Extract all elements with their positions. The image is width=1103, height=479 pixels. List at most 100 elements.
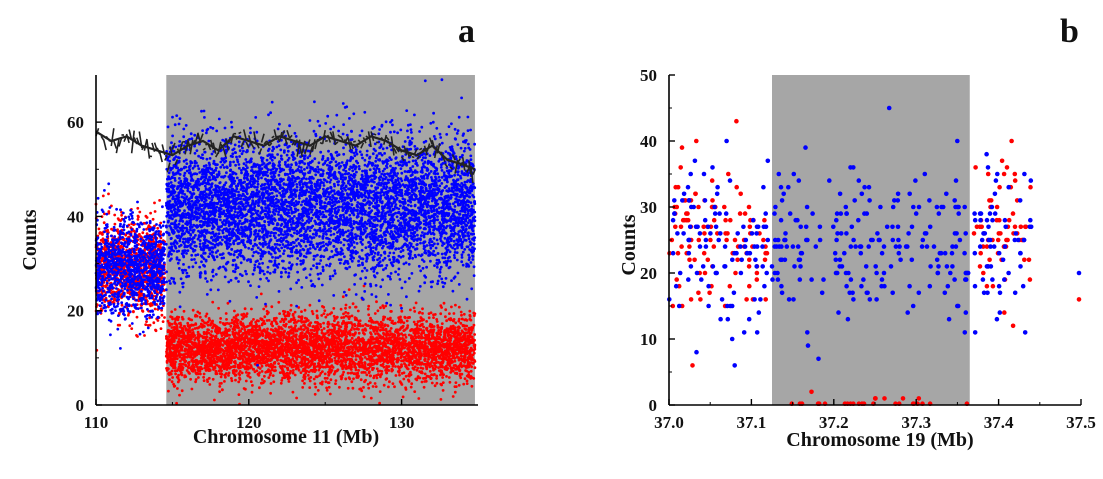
panel-a-point — [441, 381, 445, 384]
panel-a-point — [450, 366, 454, 370]
panel-a-point — [437, 345, 441, 349]
panel-a-point — [460, 329, 464, 333]
panel-a-point — [378, 401, 381, 405]
panel-a-point — [285, 374, 289, 378]
panel-a-point — [230, 377, 233, 380]
panel-a-point — [334, 379, 338, 382]
panel-a-point — [339, 307, 343, 311]
panel-a-point — [332, 314, 336, 318]
panel-a-point — [248, 366, 252, 370]
panel-a-point — [236, 341, 240, 345]
panel-a-point — [387, 385, 390, 389]
panel-a-point — [361, 324, 365, 328]
panel-a-point — [404, 335, 408, 339]
panel-a-point — [329, 354, 333, 358]
panel-a-point — [370, 349, 374, 352]
panel-a-point — [428, 369, 432, 373]
panel-a-point — [367, 386, 371, 390]
panel-a-point — [170, 310, 174, 314]
panel-a-point — [213, 352, 217, 356]
panel-a-point — [141, 231, 145, 235]
panel-a-point — [427, 316, 431, 320]
panel-a-point — [124, 233, 128, 237]
panel-a-point — [424, 365, 428, 368]
panel-a-point — [344, 303, 348, 307]
panel-a-point — [363, 356, 367, 359]
panel-a-point — [256, 349, 260, 352]
panel-a-point — [423, 358, 426, 362]
panel-a-point — [103, 212, 106, 216]
panel-a-point — [252, 318, 255, 321]
panel-a-point — [291, 354, 295, 358]
panel-a-point — [289, 303, 293, 307]
panel-a-point — [470, 384, 474, 388]
panel-a-point — [322, 321, 325, 325]
panel-a-point — [298, 341, 302, 345]
panel-a-point — [181, 317, 185, 321]
panel-a-point — [279, 333, 283, 337]
panel-a-point — [100, 259, 104, 262]
panel-a-point — [166, 330, 170, 334]
panel-a-point — [204, 369, 208, 372]
panel-a-point — [156, 226, 160, 230]
panel-a-point — [402, 355, 406, 359]
panel-a-point — [321, 305, 324, 308]
panel-a-point — [165, 369, 169, 372]
panel-a-point — [153, 307, 157, 311]
panel-a-point — [166, 343, 170, 347]
panel-a-point — [313, 362, 317, 366]
panel-a-point — [332, 340, 336, 343]
panel-a-point — [177, 378, 181, 382]
panel-a-point — [417, 327, 421, 331]
panel-a-point — [359, 378, 363, 382]
panel-a-point — [338, 385, 341, 389]
panel-a-point — [321, 370, 324, 373]
panel-a-point — [198, 315, 202, 319]
panel-a-point — [270, 322, 273, 326]
panel-a-point — [165, 352, 169, 355]
panel-a-point — [267, 368, 270, 372]
panel-a-point — [459, 332, 463, 335]
panel-a-point — [343, 331, 347, 334]
panel-a-point — [179, 321, 182, 325]
panel-a-point — [351, 302, 355, 306]
panel-a-point — [113, 297, 116, 300]
panel-a-point — [378, 390, 382, 393]
panel-a-point — [397, 333, 401, 337]
panel-a-point — [439, 333, 442, 336]
panel-a-point — [191, 332, 194, 335]
panel-a-point — [175, 328, 179, 332]
panel-a-point — [120, 303, 124, 307]
panel-a-point — [213, 398, 216, 402]
panel-a-point — [354, 305, 358, 309]
panel-a-point — [332, 307, 336, 310]
panel-a-point — [298, 327, 301, 331]
panel-a-point — [287, 320, 291, 324]
panel-a-point — [196, 310, 200, 314]
panel-a-point — [468, 331, 472, 335]
panel-a-point — [302, 351, 305, 354]
panel-a-point — [447, 357, 450, 361]
panel-a-point — [146, 324, 150, 327]
panel-a-point — [225, 340, 228, 343]
panel-a-point — [210, 330, 214, 333]
panel-a-point — [408, 350, 412, 353]
panel-a-point — [269, 391, 272, 395]
panel-a-point — [472, 323, 476, 327]
panel-a-point — [423, 344, 426, 347]
panel-a-point — [119, 244, 123, 248]
panel-a-point — [237, 393, 241, 396]
panel-a-point — [365, 373, 369, 377]
panel-a-point — [322, 312, 326, 315]
panel-a-point — [308, 303, 312, 307]
panel-a-point — [177, 338, 181, 341]
panel-a-point — [391, 382, 395, 385]
panel-a-point — [220, 369, 223, 373]
panel-a-point — [285, 371, 289, 375]
panel-a-point — [327, 333, 331, 337]
panel-a-point — [190, 387, 194, 391]
panel-a-point — [362, 331, 365, 335]
panel-a-point — [342, 316, 346, 319]
panel-a-point — [468, 313, 472, 317]
